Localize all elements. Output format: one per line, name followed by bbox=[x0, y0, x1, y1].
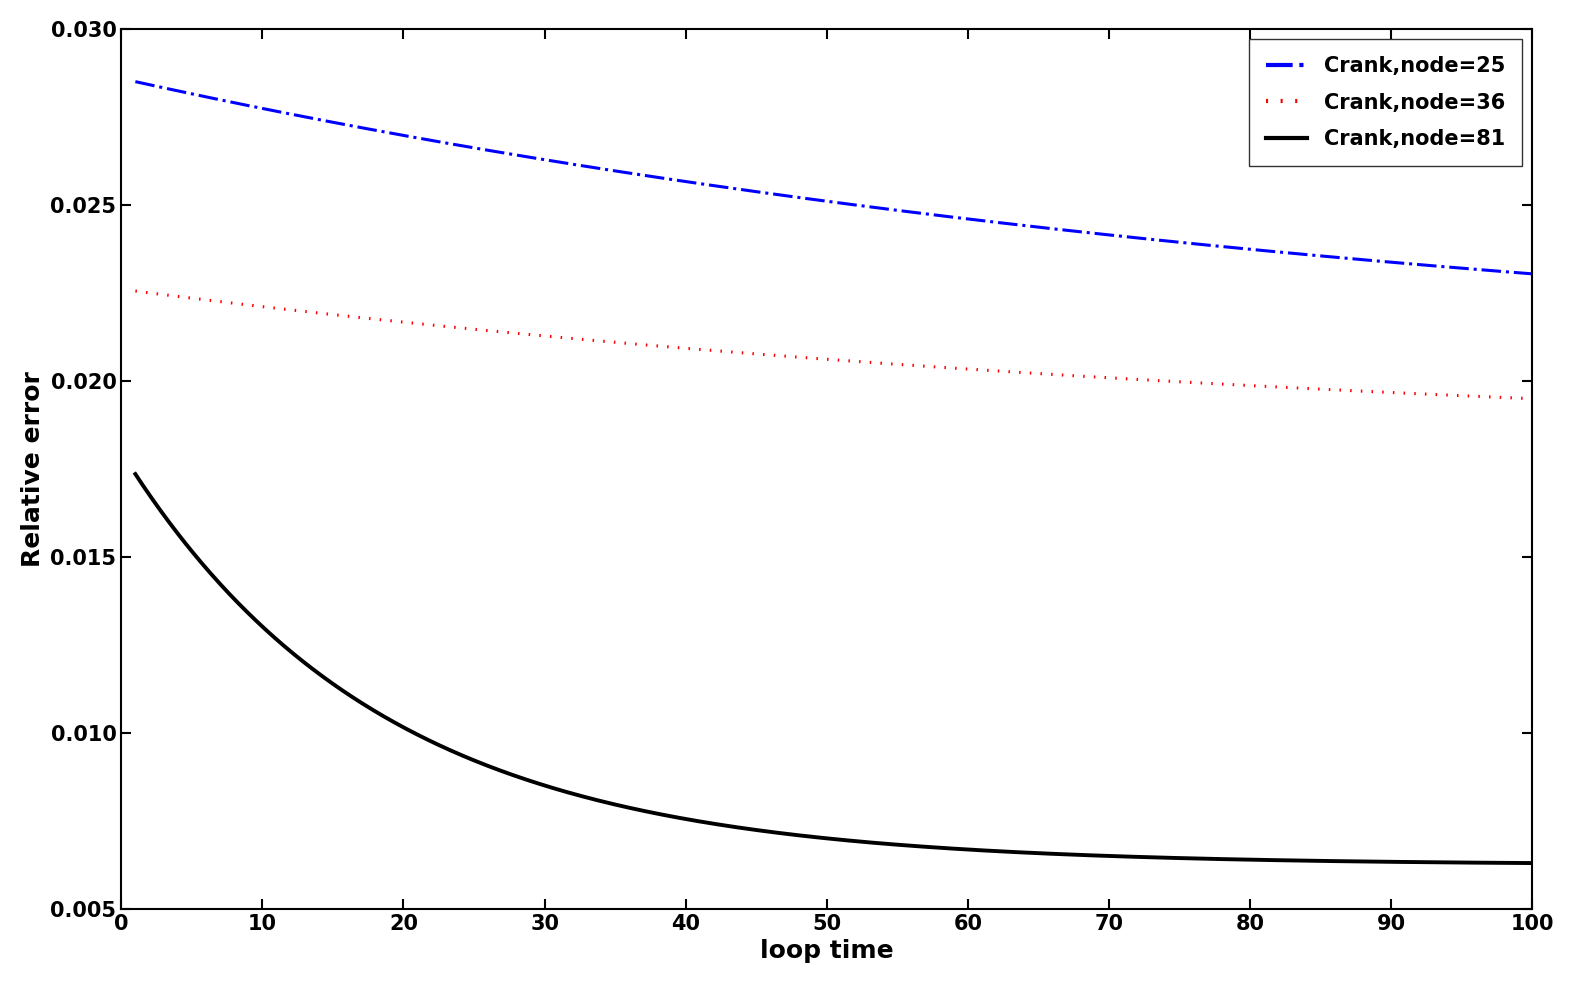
Crank,node=81 bbox=[769, 827, 788, 838]
Crank,node=25 bbox=[769, 189, 788, 201]
Crank,node=81 bbox=[805, 831, 824, 843]
Crank,node=81 bbox=[1482, 857, 1501, 869]
Crank,node=25 bbox=[1225, 242, 1244, 254]
Line: Crank,node=25: Crank,node=25 bbox=[135, 82, 1532, 274]
Crank,node=25 bbox=[126, 76, 145, 88]
Crank,node=25 bbox=[1482, 265, 1501, 277]
Crank,node=81 bbox=[126, 468, 145, 480]
Crank,node=25 bbox=[805, 194, 824, 206]
Crank,node=81 bbox=[197, 563, 216, 575]
Crank,node=25 bbox=[1523, 268, 1542, 279]
Crank,node=36 bbox=[197, 294, 216, 306]
Crank,node=36 bbox=[126, 285, 145, 297]
X-axis label: loop time: loop time bbox=[761, 939, 893, 963]
Crank,node=81 bbox=[1482, 857, 1501, 869]
Y-axis label: Relative error: Relative error bbox=[20, 371, 44, 567]
Crank,node=36 bbox=[805, 352, 824, 364]
Crank,node=36 bbox=[1482, 391, 1501, 402]
Crank,node=25 bbox=[1482, 265, 1501, 277]
Legend: Crank,node=25, Crank,node=36, Crank,node=81: Crank,node=25, Crank,node=36, Crank,node… bbox=[1249, 39, 1521, 166]
Line: Crank,node=36: Crank,node=36 bbox=[135, 291, 1532, 399]
Crank,node=36 bbox=[1523, 393, 1542, 404]
Crank,node=36 bbox=[1482, 391, 1501, 402]
Crank,node=36 bbox=[769, 349, 788, 361]
Crank,node=81 bbox=[1523, 857, 1542, 869]
Crank,node=36 bbox=[1225, 379, 1244, 391]
Crank,node=25 bbox=[197, 92, 216, 103]
Crank,node=81 bbox=[1225, 853, 1244, 865]
Line: Crank,node=81: Crank,node=81 bbox=[135, 474, 1532, 863]
